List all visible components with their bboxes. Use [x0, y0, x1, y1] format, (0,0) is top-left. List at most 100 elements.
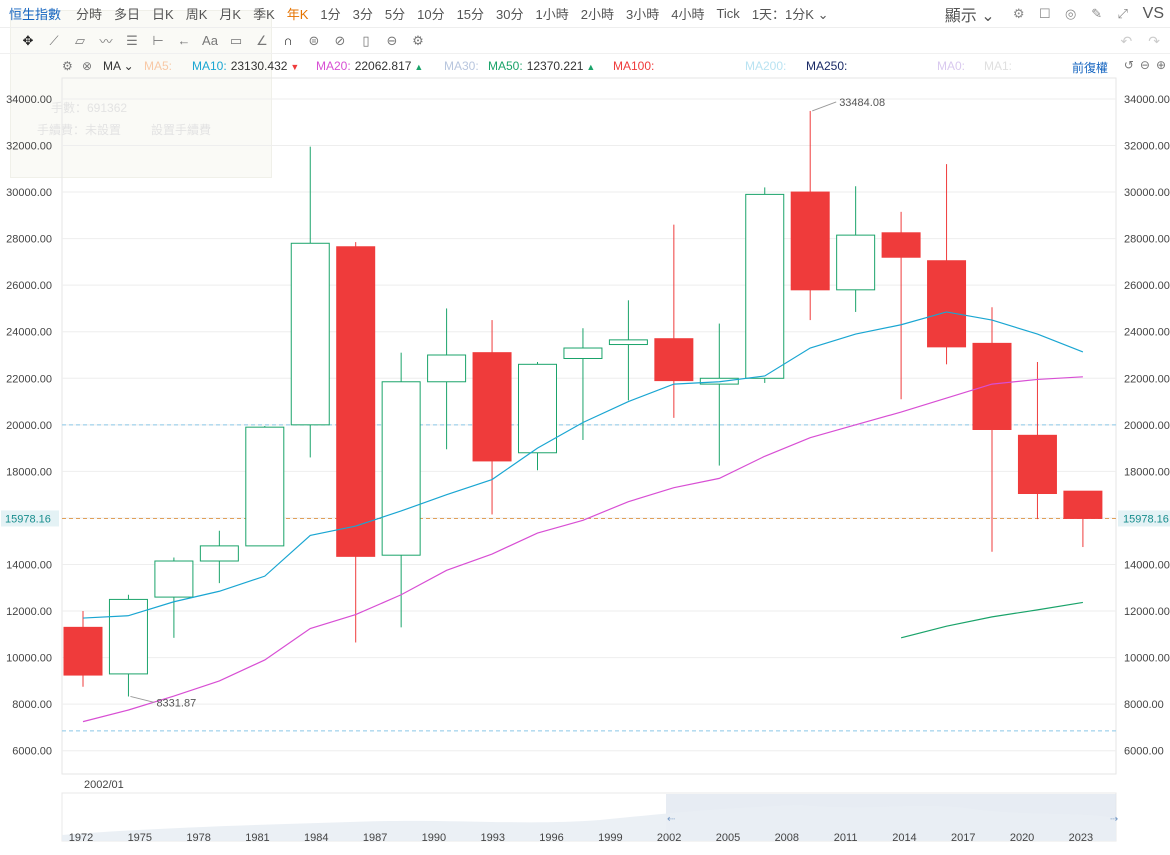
plot-area — [61, 77, 1117, 775]
lock-icon[interactable]: ⊜ — [308, 32, 320, 48]
interval-select[interactable]: 1天：1分K ⌄ — [751, 7, 829, 22]
navigator-year-label: 2011 — [834, 832, 858, 844]
pencil-icon[interactable]: ✎ — [1091, 6, 1103, 21]
annotation-leader — [812, 101, 837, 112]
gear-icon[interactable]: ⚙ — [412, 32, 424, 48]
comment-tool-icon[interactable]: ▭ — [229, 32, 243, 48]
ma-label: MA1: — [984, 59, 1013, 73]
line-tool-icon[interactable]: ⟋ — [49, 32, 59, 48]
timeframe-tab[interactable]: 周K — [185, 7, 208, 22]
navigator-year-label: 2023 — [1069, 832, 1093, 844]
symbol-title[interactable]: 恒生指數 — [9, 7, 62, 22]
candle — [972, 307, 1012, 552]
candle-body — [1017, 434, 1057, 495]
candles — [63, 110, 1103, 697]
candle — [63, 611, 103, 687]
ma-item: MA0: — [937, 59, 965, 73]
annotation-leader — [130, 695, 155, 703]
timeframe-tab[interactable]: 10分 — [417, 7, 445, 22]
top-right-tools: 顯示 ⌄ ⚙ ☐ ◎ ✎ ⤢ VS — [939, 0, 1170, 28]
timeframe-tab[interactable]: 2小時 — [580, 7, 614, 22]
ma-select[interactable]: MA ⌄ — [103, 59, 134, 73]
compare-button[interactable]: VS — [1142, 5, 1164, 22]
channel-tool-icon[interactable]: ▱ — [75, 32, 85, 48]
timeframe-tab[interactable]: 3分 — [352, 7, 373, 22]
ma-label: MA200: — [745, 59, 787, 73]
y-tick-label-left: 10000.00 — [6, 653, 52, 665]
undo-icon[interactable]: ↶ — [1120, 33, 1133, 49]
ma-item: MA1: — [984, 59, 1012, 73]
ma-value: 22062.817 — [354, 59, 412, 73]
display-select[interactable]: 顯示 ⌄ — [944, 8, 995, 25]
redo-icon[interactable]: ↷ — [1148, 33, 1160, 49]
timeframe-tab[interactable]: 日K — [152, 7, 174, 22]
ma-value: 23130.432 — [230, 59, 288, 73]
last-price-label-right: 15978.16 — [1123, 513, 1169, 525]
timeframe-list: 分時 多日 日K 周K 月K 季K 年K 1分 3分 5分 10分 15分 30分 1小時 2小時 3小時 4小… — [70, 4, 746, 23]
ma-item: MA100: — [613, 59, 654, 73]
arrow-tool-icon[interactable]: ← — [177, 33, 191, 48]
y-tick-label-right: 20000.00 — [1124, 420, 1170, 432]
navigator-year-label: 1996 — [539, 832, 563, 844]
price-adjust-button[interactable]: 前復權 — [1071, 61, 1108, 75]
settings-icon[interactable]: ⚙ — [1012, 6, 1025, 21]
candle-body — [63, 626, 103, 676]
candle — [699, 323, 739, 466]
y-tick-label-right: 22000.00 — [1124, 373, 1170, 385]
ma-label: MA250: — [806, 59, 848, 73]
timeframe-tab[interactable]: 月K — [219, 7, 242, 22]
timeframe-tab[interactable]: 3小時 — [625, 7, 660, 22]
y-tick-label-left: 28000.00 — [6, 234, 52, 246]
candle — [1063, 490, 1103, 548]
navigator-year-label: 1981 — [245, 832, 269, 844]
magnet-icon[interactable]: ∩ — [283, 33, 293, 48]
navigator[interactable]: ⇠ ⇢ 1972 1975 1978 1981 1984 1987 1990 1993 1996 19… — [61, 792, 1118, 844]
wave-tool-icon[interactable]: 〰 — [99, 34, 113, 49]
zoom-in-icon[interactable]: ⊕ — [1155, 58, 1166, 72]
navigator-year-label: 2005 — [716, 832, 740, 844]
y-tick-label-left: 20000.00 — [6, 420, 52, 432]
candle-body — [790, 191, 830, 291]
y-tick-label-left: 32000.00 — [6, 141, 52, 153]
ma-close-icon[interactable]: ⊗ — [82, 59, 93, 73]
link-icon[interactable]: ⊖ — [386, 32, 398, 48]
navigator-year-label: 1978 — [186, 832, 210, 844]
text-tool-icon[interactable]: Aa — [202, 33, 218, 48]
measure-tool-icon[interactable]: ⊢ — [152, 32, 164, 48]
hide-icon[interactable]: ⊘ — [334, 32, 346, 48]
timeframe-tab[interactable]: 1小時 — [535, 7, 569, 22]
move-icon[interactable]: ✥ — [22, 32, 34, 48]
timeframe-tab[interactable]: Tick — [716, 6, 740, 21]
candle — [608, 300, 648, 401]
timeframe-tab[interactable]: 季K — [253, 7, 275, 22]
camera-icon[interactable]: ◎ — [1064, 6, 1077, 21]
layout-icon[interactable]: ☐ — [1038, 6, 1051, 21]
ma-settings-icon[interactable]: ⚙ — [62, 59, 73, 73]
timeframe-tab[interactable]: 4小時 — [671, 7, 705, 22]
timeframe-tab[interactable]: 30分 — [496, 7, 524, 22]
fib-tool-icon[interactable]: ☰ — [126, 32, 138, 48]
ma-item: MA5: — [144, 59, 172, 73]
reset-icon[interactable]: ↺ — [1123, 58, 1134, 72]
timeframe-tab[interactable]: 1分 — [320, 7, 341, 22]
eraser-line-icon[interactable]: ∠ — [256, 32, 268, 48]
timeframe-tab[interactable]: 5分 — [384, 7, 406, 22]
y-tick-label-right: 32000.00 — [1124, 141, 1170, 153]
ma-lines — [82, 311, 1084, 723]
trash-icon[interactable]: ▯ — [362, 32, 370, 48]
y-tick-label-left: 12000.00 — [6, 606, 52, 618]
ghost-lots: 手數：691362 — [51, 101, 128, 115]
timeframe-tab[interactable]: 多日 — [114, 7, 141, 22]
timeframe-tab[interactable]: 分時 — [76, 7, 103, 22]
timeframe-tab[interactable]: 15分 — [456, 7, 485, 22]
y-tick-label-left: 34000.00 — [6, 94, 52, 106]
timeframe-tab[interactable]: 年K — [286, 7, 309, 22]
navigator-year-label: 1999 — [598, 832, 622, 844]
navigator-area — [62, 805, 1116, 841]
fullscreen-icon[interactable]: ⤢ — [1117, 6, 1128, 21]
candle — [745, 187, 785, 383]
zoom-out-icon[interactable]: ⊖ — [1139, 58, 1150, 72]
undo-redo: ↶ ↷ — [1121, 33, 1160, 50]
candle-body — [836, 234, 876, 291]
